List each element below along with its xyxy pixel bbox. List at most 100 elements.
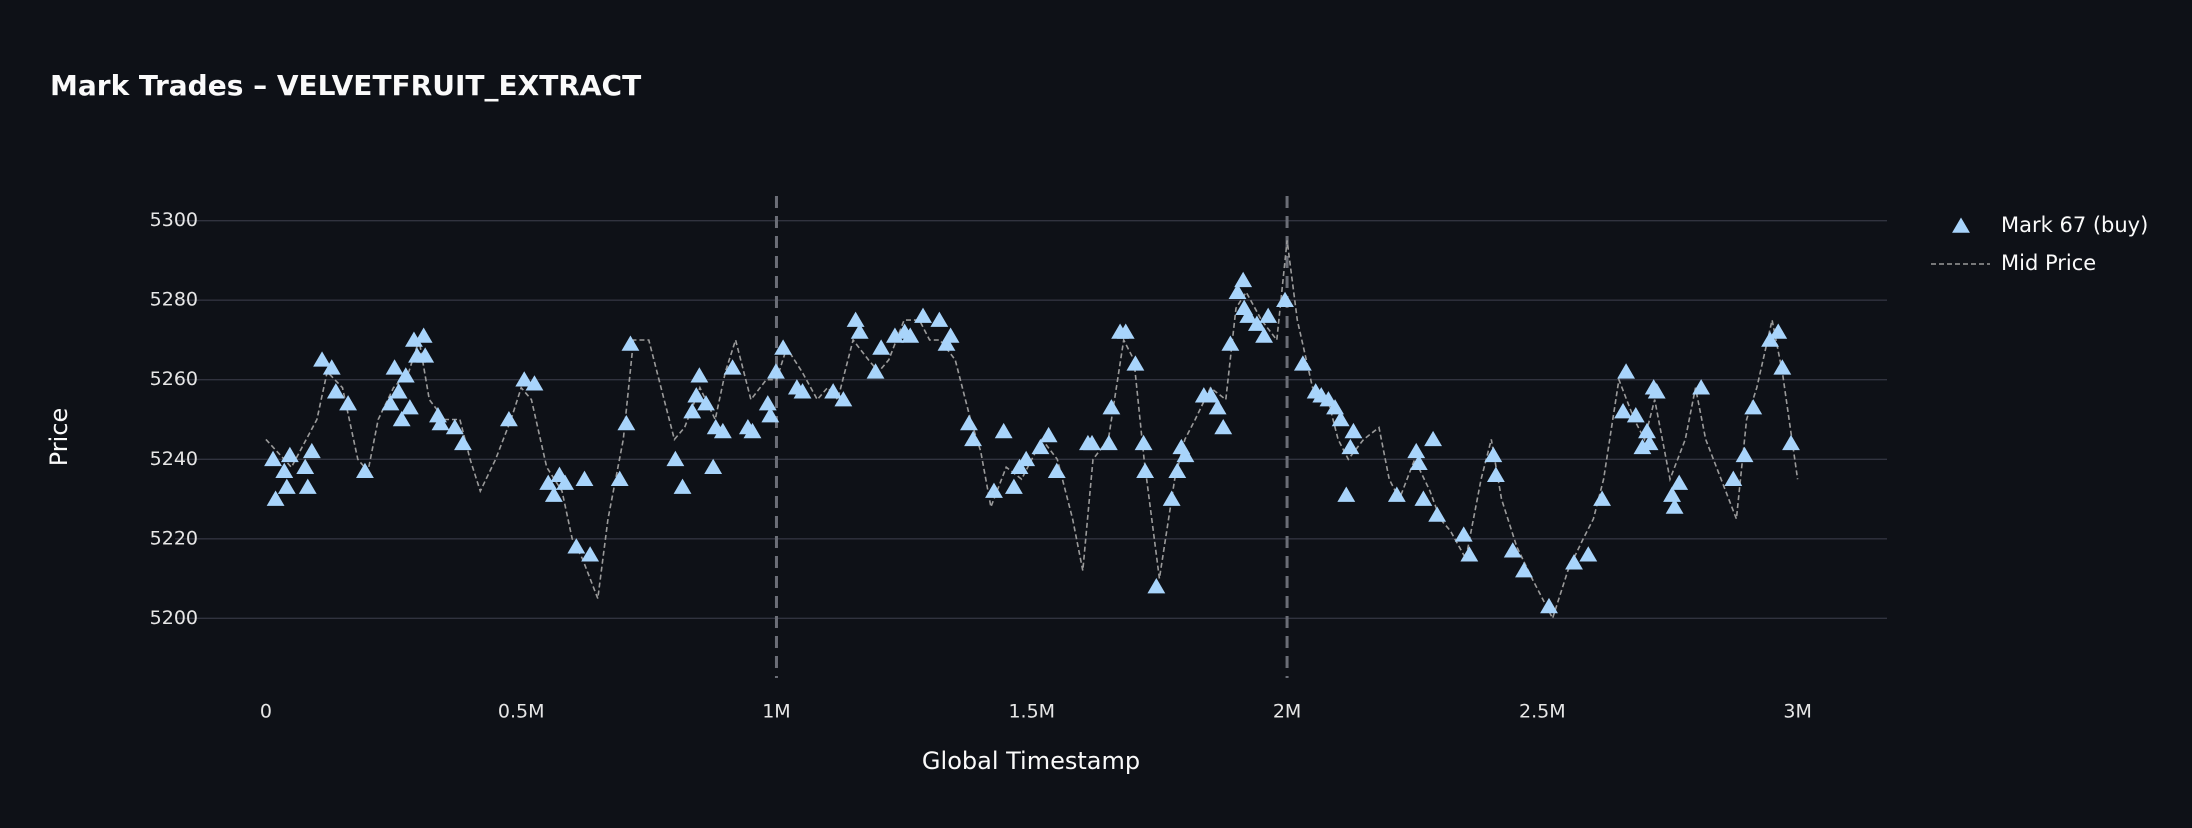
x-tick-label: 2.5M (1519, 701, 1566, 723)
trade-marker (389, 383, 408, 399)
y-tick-label: 5240 (150, 448, 198, 470)
trade-marker (1341, 438, 1360, 455)
x-tick-label: 1M (762, 701, 790, 723)
trade-marker (1724, 470, 1743, 486)
trade-marker (1647, 383, 1666, 399)
trade-marker (266, 490, 285, 506)
trade-marker (1670, 474, 1689, 490)
legend: Mark 67 (buy) Mid Price (1931, 213, 2148, 275)
trade-marker (793, 383, 812, 399)
x-axis-title: Global Timestamp (922, 747, 1140, 775)
trade-marker (1214, 418, 1233, 435)
trade-marker (886, 327, 904, 343)
trade-marker (1010, 458, 1029, 475)
trade-marker (1692, 379, 1711, 395)
trade-marker (673, 478, 692, 494)
trade-marker (1276, 291, 1294, 307)
trade-marker (713, 422, 732, 439)
trade-marker (1136, 462, 1155, 478)
trade-marker (322, 359, 341, 375)
trade-marker (1162, 490, 1181, 506)
trade-marker (683, 403, 702, 419)
trade-marker (1579, 546, 1598, 562)
y-tick-label: 5200 (150, 607, 198, 629)
trade-marker (339, 395, 358, 411)
trade-marker (1047, 462, 1066, 478)
trade-marker (1208, 399, 1227, 415)
trade-marker (1147, 578, 1166, 594)
trade-marker (525, 375, 544, 391)
x-tick-label: 0 (260, 701, 272, 723)
trade-marker (1735, 446, 1754, 463)
trade-marker (575, 470, 594, 486)
trade-marker (1116, 323, 1135, 339)
trade-marker (1486, 466, 1505, 482)
trade-marker (1168, 462, 1187, 478)
trade-marker (824, 383, 843, 399)
y-tick-label: 5280 (150, 289, 198, 311)
trade-marker (416, 347, 435, 363)
trade-marker (1221, 335, 1240, 351)
trade-marker (1593, 490, 1612, 506)
trade-marker (1176, 446, 1195, 463)
trade-marker (556, 474, 575, 490)
trade-marker (1293, 355, 1312, 371)
chart-title: Mark Trades – VELVETFRUIT_EXTRACT (50, 69, 641, 102)
legend-label: Mark 67 (buy) (2001, 213, 2148, 237)
trade-marker (1617, 363, 1636, 379)
grid: 5200 5220 5240 5260 5280 5300 0 0.5M 1M 1.5M 2M 2.5… (150, 196, 1887, 723)
trade-marker (846, 311, 865, 327)
trade-marker (1239, 307, 1258, 323)
x-tick-label: 0.5M (498, 701, 545, 723)
trade-marker (1407, 442, 1426, 459)
plot-area (264, 240, 1800, 621)
trade-marker (994, 422, 1013, 439)
trade-marker (1337, 486, 1356, 502)
trade-marker (1083, 434, 1101, 451)
trade-marker (275, 462, 294, 478)
trade-marker (1761, 331, 1780, 347)
trade-marker (930, 311, 949, 327)
trade-marker (617, 414, 636, 431)
trade-marker (515, 371, 534, 387)
trade-marker (396, 367, 415, 383)
trade-marker (941, 327, 960, 343)
trade-marker (1424, 430, 1443, 447)
trade-marker (1782, 434, 1800, 451)
trade-marker (1255, 327, 1274, 343)
trade-marker (544, 486, 563, 502)
trade-marker (1031, 438, 1050, 455)
trade-marker (758, 395, 777, 411)
trade-marker (723, 359, 742, 375)
trade-marker (1484, 446, 1503, 463)
trade-marker (690, 367, 709, 383)
trade-marker (454, 434, 472, 451)
trade-marker (1017, 450, 1036, 467)
trade-marker (697, 395, 715, 411)
trade-marker (1626, 407, 1645, 423)
trade-marker (431, 414, 450, 431)
trade-marker (704, 458, 723, 475)
trade-marker (1428, 506, 1447, 522)
trade-marker (834, 391, 853, 407)
trade-marker (499, 411, 518, 427)
x-tick-label: 2M (1273, 701, 1301, 723)
trade-marker (1638, 422, 1656, 439)
trade-marker (960, 414, 978, 431)
trade-marker (356, 462, 374, 478)
trade-marker (1460, 546, 1479, 562)
trade-marker (1387, 486, 1406, 502)
trade-marker (761, 407, 780, 423)
trade-marker (1331, 411, 1350, 427)
trade-marker (539, 474, 558, 490)
trade-marker (400, 399, 419, 415)
trade-marker (1202, 387, 1220, 403)
trade-marker (1004, 478, 1023, 494)
trade-marker (581, 546, 600, 562)
trade-marker (1769, 323, 1788, 339)
trade-marker (1319, 391, 1338, 407)
trade-marker (767, 363, 785, 379)
trade-marker (1134, 434, 1153, 451)
trade-marker (687, 387, 706, 403)
